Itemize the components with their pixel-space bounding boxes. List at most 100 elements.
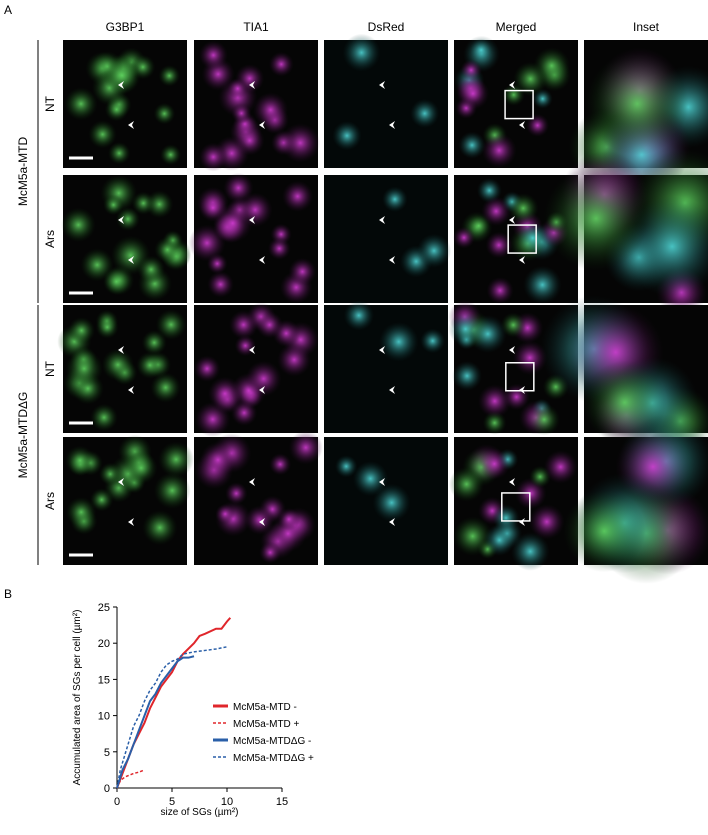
- cell-signal: [137, 255, 165, 284]
- arrowhead: [128, 121, 134, 129]
- arrowhead: [249, 478, 255, 486]
- micrograph: [324, 300, 448, 433]
- column-header: Merged: [496, 20, 537, 34]
- cell-signal: [481, 196, 511, 227]
- cell-signal: [452, 516, 493, 556]
- series-line: [116, 617, 232, 789]
- cell-signal: [523, 265, 562, 305]
- micrograph: [61, 174, 192, 303]
- cell-signal: [277, 342, 312, 377]
- x-tick-label: 10: [221, 796, 233, 808]
- cell-signal: [155, 309, 187, 340]
- cell-signal: [253, 92, 289, 128]
- cell-signal: [213, 203, 253, 243]
- inset-box: [504, 89, 534, 120]
- cell-signal: [529, 504, 565, 540]
- cell-signal: [585, 52, 689, 156]
- arrowhead: [389, 386, 395, 394]
- cell-signal: [352, 461, 389, 497]
- cell-signal: [245, 360, 282, 397]
- arrowhead: [379, 81, 385, 89]
- cell-signal: [160, 144, 182, 166]
- cell-signal: [124, 451, 158, 485]
- group-label: McM5a-MTD: [16, 137, 30, 207]
- arrowhead: [379, 346, 385, 354]
- cell-signal: [467, 214, 490, 237]
- cell-signal: [88, 120, 117, 149]
- cell-signal: [95, 315, 119, 339]
- cell-signal: [507, 193, 539, 224]
- cell-signal: [525, 113, 550, 137]
- cell-signal: [468, 315, 507, 353]
- cell-signal: [416, 233, 452, 268]
- arrowhead: [389, 518, 395, 526]
- cell-signal: [382, 186, 408, 213]
- arrowhead: [249, 216, 255, 224]
- cell-signal: [89, 488, 114, 512]
- legend-label: McM5a-MTD -: [233, 702, 297, 713]
- cell-signal: [153, 102, 176, 125]
- column-header: Inset: [633, 20, 660, 34]
- cell-signal: [64, 87, 98, 121]
- micrograph: [454, 35, 578, 168]
- cell-signal: [269, 453, 292, 476]
- micrograph: [194, 40, 321, 172]
- cell-signal: [372, 483, 411, 522]
- cell-signal: [65, 349, 103, 388]
- cell-signal: [103, 194, 124, 216]
- arrowhead: [118, 81, 124, 89]
- cell-signal: [378, 322, 419, 362]
- cell-signal: [198, 40, 228, 70]
- x-axis-label: size of SGs (µm²): [161, 807, 239, 818]
- cell-signal: [458, 131, 486, 159]
- cell-signal: [227, 78, 248, 99]
- y-tick-label: 10: [98, 711, 110, 723]
- x-tick-label: 0: [114, 796, 120, 808]
- cell-signal: [486, 277, 514, 305]
- micrograph: [63, 434, 194, 565]
- cell-signal: [410, 98, 440, 129]
- x-tick-label: 15: [276, 796, 288, 808]
- arrowhead: [519, 121, 525, 129]
- cell-signal: [500, 312, 526, 338]
- cell-signal: [334, 455, 358, 478]
- y-tick-label: 0: [104, 783, 110, 795]
- cell-signal: [215, 503, 236, 525]
- cell-signal: [342, 33, 381, 72]
- arrowhead: [249, 346, 255, 354]
- cell-signal: [469, 38, 493, 62]
- cell-signal: [158, 441, 194, 478]
- group-label: McM5a-MTDΔG: [16, 392, 30, 479]
- row-label: Ars: [43, 230, 57, 248]
- cell-signal: [288, 257, 317, 286]
- column-header: DsRed: [368, 20, 405, 34]
- cell-signal: [482, 411, 507, 435]
- column-header: TIA1: [243, 20, 269, 34]
- micrograph: [540, 295, 708, 456]
- y-tick-label: 5: [104, 747, 110, 759]
- cell-signal: [449, 466, 485, 502]
- arrowhead: [118, 216, 124, 224]
- cell-signal: [456, 77, 490, 110]
- cell-signal: [198, 142, 228, 172]
- cell-signal: [101, 348, 135, 381]
- cell-signal: [142, 510, 178, 546]
- micrograph: [543, 149, 708, 318]
- arrowhead: [519, 518, 525, 526]
- micrograph: [324, 437, 448, 565]
- legend-label: McM5a-MTDΔG -: [233, 736, 311, 747]
- cell-signal: [543, 166, 649, 271]
- image-background: [324, 305, 448, 433]
- cell-signal: [103, 56, 141, 95]
- cell-signal: [478, 448, 511, 480]
- micrograph: [188, 172, 318, 304]
- cell-signal: [154, 236, 181, 263]
- cell-signal: [483, 524, 516, 556]
- arrowhead: [379, 478, 385, 486]
- cell-signal: [453, 226, 475, 249]
- cell-signal: [268, 51, 294, 77]
- micrograph: [57, 305, 187, 433]
- micrograph: [63, 40, 187, 168]
- arrowhead: [118, 478, 124, 486]
- cell-signal: [231, 103, 252, 124]
